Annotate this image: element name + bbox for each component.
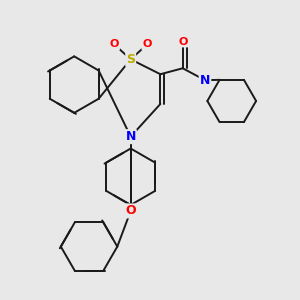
Text: N: N [200,74,210,87]
Text: N: N [125,130,136,143]
Text: S: S [126,53,135,66]
Text: N: N [200,74,210,87]
Text: O: O [110,40,119,50]
Text: O: O [178,37,188,46]
Text: O: O [125,204,136,218]
Text: O: O [142,40,152,50]
